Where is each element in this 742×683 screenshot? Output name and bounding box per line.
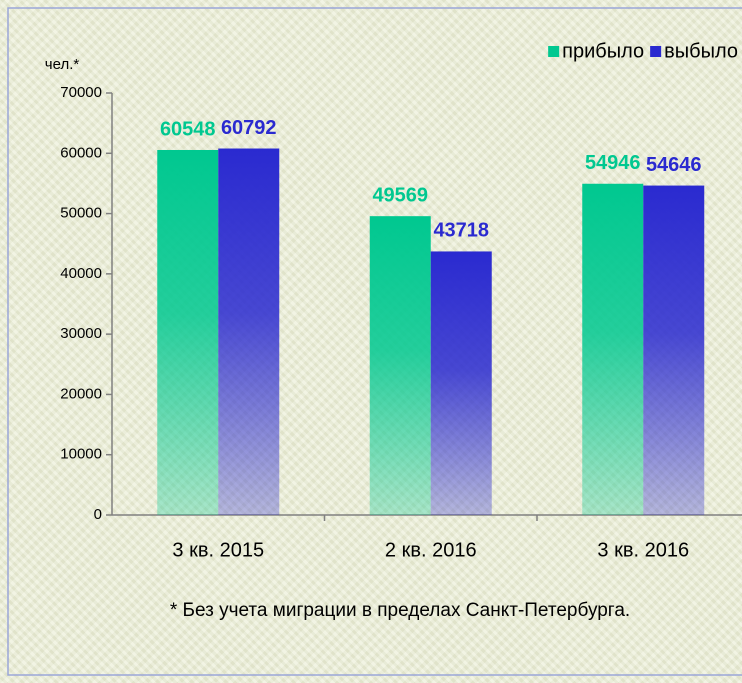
y-tick-label: 20000 bbox=[60, 385, 102, 402]
bar bbox=[643, 185, 705, 515]
legend-swatch bbox=[548, 46, 560, 57]
x-tick-label: 3 кв. 2016 bbox=[597, 539, 689, 561]
x-tick-label: 2 кв. 2016 bbox=[385, 539, 477, 561]
x-tick-label: 3 кв. 2015 bbox=[172, 539, 264, 561]
bar bbox=[369, 216, 431, 515]
y-tick-label: 60000 bbox=[60, 144, 102, 161]
y-tick-label: 30000 bbox=[60, 325, 102, 342]
value-label: 54646 bbox=[646, 154, 702, 176]
value-label: 60548 bbox=[160, 118, 216, 140]
bar bbox=[218, 148, 280, 515]
legend-label: прибыло bbox=[562, 40, 644, 62]
value-label: 49569 bbox=[372, 184, 428, 206]
y-tick-label: 0 bbox=[94, 506, 102, 523]
y-axis-label: чел.* bbox=[45, 56, 80, 73]
bar bbox=[582, 183, 644, 515]
y-tick-label: 10000 bbox=[60, 446, 102, 463]
frame bbox=[7, 7, 742, 676]
bar bbox=[157, 149, 219, 515]
y-tick-label: 70000 bbox=[60, 84, 102, 101]
footnote: * Без учета миграции в пределах Санкт-Пе… bbox=[170, 600, 630, 621]
value-label: 54946 bbox=[585, 152, 641, 174]
y-tick-label: 40000 bbox=[60, 265, 102, 282]
bar bbox=[430, 251, 492, 515]
y-tick-label: 50000 bbox=[60, 205, 102, 222]
legend-swatch bbox=[650, 46, 662, 57]
value-label: 60792 bbox=[221, 117, 277, 139]
legend-label: выбыло bbox=[664, 40, 738, 62]
value-label: 43718 bbox=[433, 220, 489, 242]
